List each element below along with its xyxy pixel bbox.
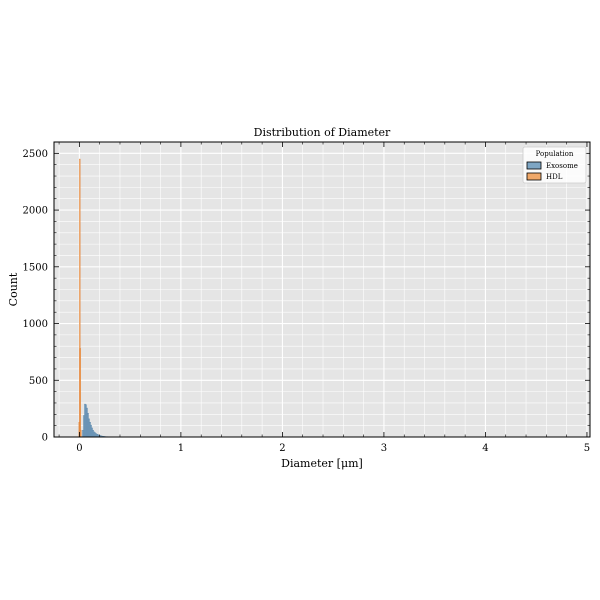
x-tick-label: 0 (76, 443, 82, 454)
y-tick-label: 0 (42, 433, 48, 444)
x-tick-label: 1 (178, 443, 184, 454)
legend-entries: Exosome HDL (526, 161, 578, 181)
legend-label-hdl: HDL (546, 173, 563, 181)
bar-hdl (79, 348, 81, 438)
x-tick-label: 5 (584, 443, 590, 454)
legend-swatch-hdl (526, 172, 542, 181)
x-tick-label: 2 (279, 443, 285, 454)
bar-hdl (80, 429, 82, 438)
y-tick-label: 2000 (23, 206, 48, 217)
legend-label-exosome: Exosome (546, 162, 578, 170)
y-axis-label: Count (7, 272, 20, 306)
y-tick-label: 2500 (23, 149, 48, 160)
y-tick-label: 500 (29, 376, 48, 387)
y-tick-label: 1000 (23, 319, 48, 330)
chart-title: Distribution of Diameter (254, 126, 391, 139)
legend-swatch-exosome (526, 161, 542, 170)
y-tick-label: 1500 (23, 262, 48, 273)
x-tick-label: 4 (482, 443, 488, 454)
x-tick-label: 3 (381, 443, 387, 454)
legend: Population Exosome HDL (522, 146, 587, 184)
legend-title: Population (536, 150, 574, 158)
x-axis-label: Diameter [μm] (281, 457, 363, 470)
axes: 0 1 2 3 4 5 0 500 1000 1500 2000 2500 (23, 141, 591, 454)
